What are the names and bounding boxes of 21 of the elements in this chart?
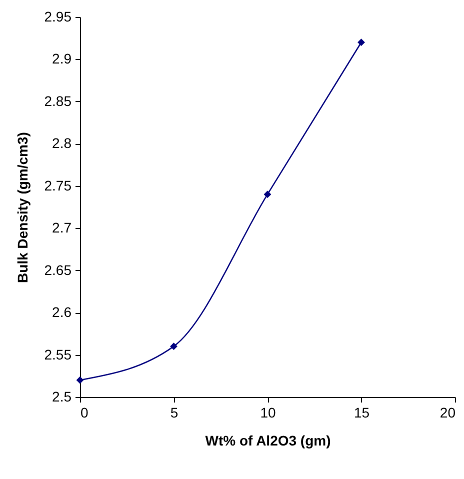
point [76,376,84,384]
y-tick-label: 2.9 [52,50,72,67]
point [264,190,272,198]
y-axis-title: Bulk Density (gm/cm3) [14,132,30,283]
y-tick-label: 2.75 [44,177,72,194]
x-tick-label: 5 [170,404,178,420]
y-tick-label: 2.5 [52,388,72,404]
x-tick-label: 10 [260,404,276,420]
point [170,342,178,350]
x-tick-label: 20 [440,404,456,420]
y-tick-label: 2.6 [52,304,72,320]
y-tick-label: 2.85 [44,92,72,109]
point [358,38,365,46]
x-tick-label: 0 [80,404,88,420]
y-tick-label: 2.65 [44,262,72,278]
y-tick-label: 2.7 [52,220,72,236]
x-tick-label: 15 [354,404,370,420]
y-tick-label: 2.95 [44,8,72,24]
y-tick-label: 2.55 [44,346,72,362]
x-axis-title: Wt% of Al2O3 (gm) [205,432,331,448]
y-tick-label: 2.8 [52,135,72,152]
